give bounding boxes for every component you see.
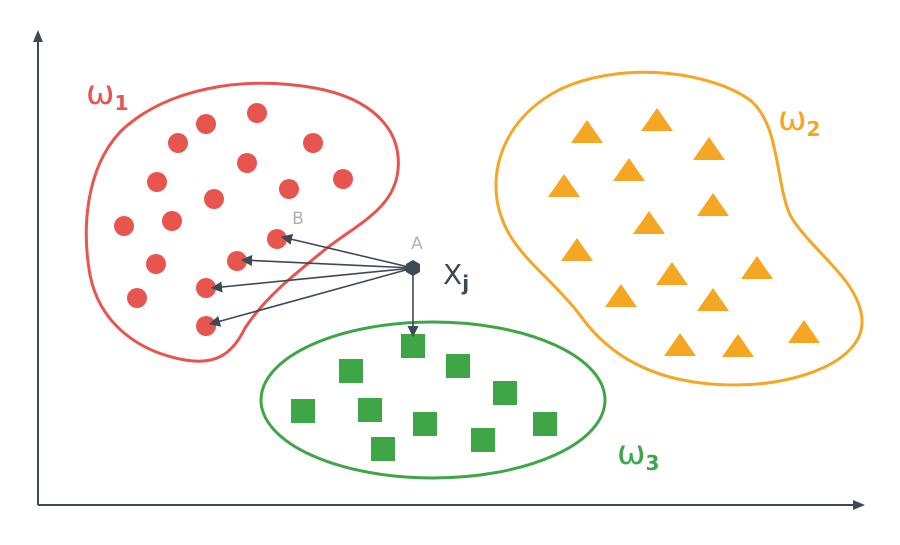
cluster-w1-label-main: ω [86, 73, 114, 113]
data-point [333, 169, 353, 189]
data-point [237, 153, 257, 173]
data-point [471, 428, 495, 452]
data-point [146, 254, 166, 274]
sample-label: Xj [443, 258, 469, 295]
data-point [371, 437, 395, 461]
data-point [741, 256, 773, 279]
arrow-to-point [210, 267, 414, 293]
data-point [561, 238, 593, 261]
data-point [548, 174, 580, 197]
data-point [168, 133, 188, 153]
sample-label-main: X [443, 258, 462, 291]
data-point [533, 412, 557, 436]
cluster-w2-boundary [494, 70, 864, 387]
arrow-to-point [240, 254, 414, 269]
arrow-to-b [280, 233, 414, 269]
cluster-w2-label-sub: 2 [806, 117, 820, 141]
y-axis-arrow-icon [33, 30, 43, 42]
data-point [147, 172, 167, 192]
data-point [401, 334, 425, 358]
data-point [722, 334, 754, 357]
cluster-w1-boundary [84, 81, 400, 363]
cluster-w3-boundary [259, 320, 607, 480]
data-point [693, 137, 725, 160]
cluster-w2-label: ω2 [778, 99, 820, 141]
data-point [446, 354, 470, 378]
cluster-w1-label-sub: 1 [114, 91, 128, 115]
cluster-w3-label-sub: 3 [645, 451, 659, 475]
data-point [114, 216, 134, 236]
data-point [196, 114, 216, 134]
data-point [303, 133, 323, 153]
data-point [247, 103, 267, 123]
data-point [641, 108, 673, 131]
data-point [196, 316, 216, 336]
cluster-w3-label-main: ω [617, 433, 645, 473]
data-point [493, 381, 517, 405]
data-point [605, 284, 637, 307]
data-point [291, 399, 315, 423]
data-point [664, 333, 696, 356]
sample-label-sub: j [461, 271, 469, 295]
cluster-w3-label: ω3 [617, 433, 659, 475]
cluster-w1-points [114, 103, 353, 336]
data-point [339, 359, 363, 383]
data-point [613, 158, 645, 181]
distance-arrows [208, 233, 419, 338]
cluster-w2-label-main: ω [778, 99, 806, 139]
data-point [204, 189, 224, 209]
cluster-w2-points [548, 108, 820, 357]
data-point [788, 320, 820, 343]
data-point [413, 412, 437, 436]
point-b-label: B [292, 209, 304, 229]
data-point [633, 211, 665, 234]
cluster-w1-label: ω1 [86, 73, 128, 115]
data-point [656, 262, 688, 285]
cluster-w3-points [291, 334, 557, 461]
sample-point-xj [406, 260, 420, 276]
data-point [227, 251, 247, 271]
data-point [127, 288, 147, 308]
arrow-to-point [208, 267, 414, 327]
data-point [358, 398, 382, 422]
axes [33, 30, 865, 510]
data-point [279, 179, 299, 199]
data-point [571, 120, 603, 143]
data-point [697, 193, 729, 216]
x-axis-arrow-icon [853, 500, 865, 510]
point-a-label: A [411, 234, 423, 254]
data-point [267, 229, 287, 249]
data-point [162, 211, 182, 231]
data-point [697, 288, 729, 311]
